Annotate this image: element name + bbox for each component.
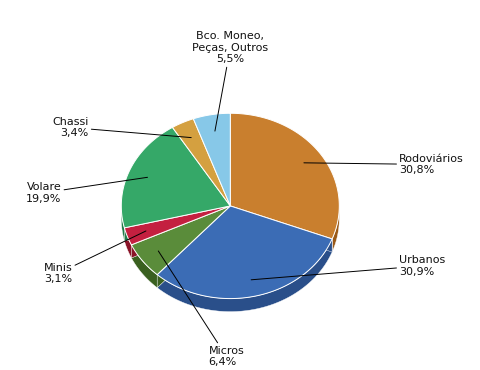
Polygon shape [157,206,230,288]
PathPatch shape [132,206,230,275]
PathPatch shape [157,206,332,299]
Text: Minis
3,1%: Minis 3,1% [44,231,146,284]
Polygon shape [157,206,230,288]
Polygon shape [132,206,230,258]
PathPatch shape [172,119,230,206]
Polygon shape [332,207,339,252]
Text: Volare
19,9%: Volare 19,9% [26,177,147,204]
Polygon shape [124,206,230,241]
Polygon shape [157,239,332,312]
PathPatch shape [193,113,230,206]
Polygon shape [124,228,132,258]
Text: Micros
6,4%: Micros 6,4% [158,251,244,367]
PathPatch shape [124,206,230,245]
Text: Bco. Moneo,
Peças, Outros
5,5%: Bco. Moneo, Peças, Outros 5,5% [192,31,268,131]
Polygon shape [230,206,332,252]
Polygon shape [124,206,230,241]
PathPatch shape [230,113,339,239]
Polygon shape [230,206,332,252]
Text: Urbanos
30,9%: Urbanos 30,9% [251,255,445,280]
Text: Chassi
3,4%: Chassi 3,4% [52,117,191,138]
Polygon shape [121,207,124,241]
Polygon shape [132,206,230,258]
PathPatch shape [121,127,230,228]
Text: Rodoviários
30,8%: Rodoviários 30,8% [304,154,464,175]
Polygon shape [132,245,157,288]
